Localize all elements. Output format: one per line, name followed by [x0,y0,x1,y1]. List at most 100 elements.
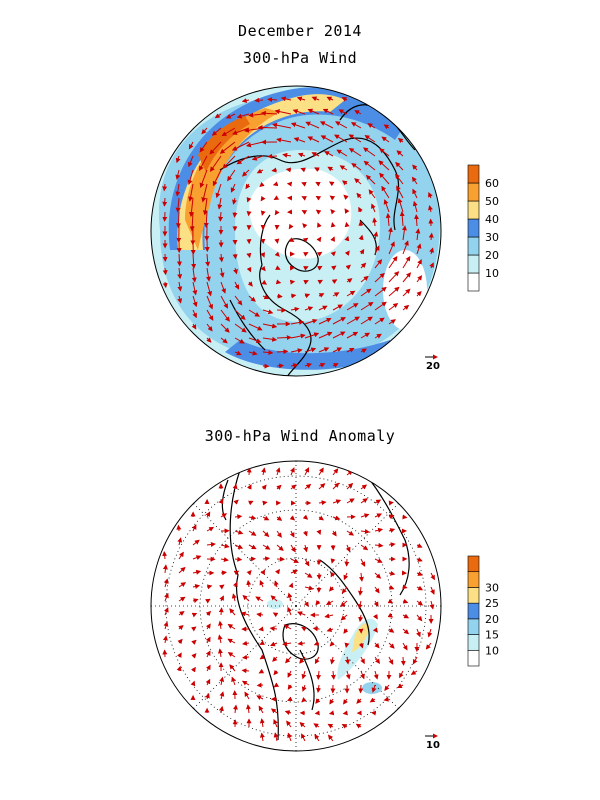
wind-vector [360,656,365,665]
wind-vector [232,253,238,260]
wind-vector [358,684,364,694]
wind-vector [290,306,300,312]
colorbar-tick-label: 10 [485,267,499,280]
wind-vector [199,155,208,172]
wind-vector [211,127,222,136]
wind-vector [304,558,310,567]
wind-vector [246,579,252,588]
wind-vector [206,584,213,590]
wind-vector [178,624,184,631]
wind-vector [332,515,341,521]
colorbar-cell [467,236,480,256]
wind-vector [335,121,348,129]
wind-vector [316,529,322,536]
bottom-map: 10 15 20 25 30 10 [150,460,499,752]
wind-vector [373,613,378,620]
wind-vector [374,272,385,283]
wind-vector [215,183,222,199]
top-map: 10 20 30 40 50 60 20 [150,85,499,377]
wind-vector [227,652,236,658]
wind-vector [175,155,181,164]
wind-vector [205,267,211,282]
wind-vector [416,259,422,269]
wind-vector [379,148,390,157]
wind-vector [234,529,244,535]
wind-vector [206,309,214,321]
wind-vector [401,225,407,241]
wind-vector [374,527,384,533]
wind-vector [360,275,369,283]
wind-vector [269,626,278,632]
wind-vector [316,670,322,680]
wind-vector [260,569,265,576]
wind-vector [395,161,404,171]
wind-vector [356,192,362,199]
wind-vector [242,654,250,660]
wind-vector [290,363,299,368]
colorbar-cell [467,571,480,588]
wind-vector [358,586,363,596]
wind-vector [276,363,285,369]
top-calm-east [383,250,427,330]
wind-vector [287,732,293,742]
wind-vector [234,350,242,356]
wind-vector [315,600,321,606]
wind-vector [274,238,280,244]
wind-vector [289,279,296,285]
wind-vector [178,582,187,588]
wind-vector [205,636,211,644]
wind-vector [177,652,182,658]
wind-vector [346,347,355,353]
top-panel-title: 300-hPa Wind [242,49,358,67]
wind-vector [175,197,181,213]
wind-vector [192,281,198,296]
wind-vector [246,266,252,273]
wind-vector [416,243,422,255]
wind-vector [318,318,332,325]
wind-vector [318,293,325,298]
wind-vector [328,710,335,716]
wind-vector [248,337,262,344]
wind-vector [360,670,365,680]
wind-vector [319,121,334,129]
wind-vector [330,670,336,680]
wind-vector [346,316,360,325]
wind-vector [344,208,350,214]
wind-vector [274,109,292,115]
wind-vector [164,592,169,602]
wind-vector [374,513,382,519]
wind-vector [218,584,225,590]
wind-vector [360,558,366,567]
wind-vector [388,642,395,649]
wind-vector [360,498,368,504]
wind-vector [273,195,280,200]
wind-vector [345,264,351,270]
wind-vector [297,152,306,158]
wind-vector [178,596,186,602]
wind-vector [293,137,306,143]
wind-vector [330,265,337,271]
wind-vector [205,664,211,672]
wind-vector [402,584,408,590]
wind-vector [261,467,267,476]
wind-vector [256,612,264,618]
wind-vector [188,183,194,202]
wind-vector [416,614,423,622]
wind-vector [341,180,348,186]
wind-vector [190,626,197,632]
wind-vector [232,704,238,714]
wind-vector [373,231,379,241]
wind-vector [187,155,194,168]
wind-vector [313,723,320,729]
wind-vector [301,684,307,692]
wind-vector [412,200,418,213]
wind-vector [316,265,323,271]
wind-vector [354,110,362,115]
wind-vector [373,670,379,680]
wind-vector [322,108,334,115]
bottom-shade-small [267,599,283,609]
wind-vector [351,163,362,171]
wind-vector [302,223,308,229]
colorbar-cell [467,618,480,635]
wind-vector [219,267,225,278]
